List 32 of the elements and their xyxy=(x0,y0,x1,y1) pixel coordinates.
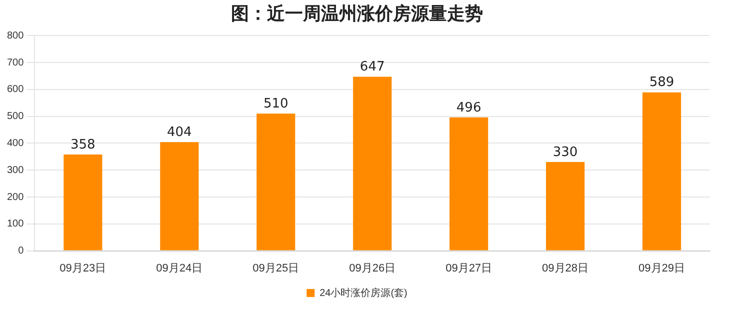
y-tick-label: 500 xyxy=(6,111,24,122)
bar xyxy=(64,154,102,250)
x-tick-label: 09月23日 xyxy=(60,262,106,274)
y-tick-label: 600 xyxy=(6,84,24,96)
y-tick-label: 100 xyxy=(6,218,24,230)
data-label: 404 xyxy=(166,125,192,140)
data-label: 510 xyxy=(263,96,288,112)
bar xyxy=(642,92,682,250)
x-tick-label: 09月29日 xyxy=(638,262,686,274)
data-label: 358 xyxy=(70,137,96,152)
bar xyxy=(450,117,488,250)
x-tick-label: 09月27日 xyxy=(446,262,492,274)
x-tick-label: 09月24日 xyxy=(156,262,203,274)
y-tick-label: 700 xyxy=(6,57,24,68)
x-tick-label: 09月26日 xyxy=(349,262,396,274)
data-label: 589 xyxy=(649,75,674,90)
bar xyxy=(353,76,392,250)
legend-label: 24小时涨价房源(套) xyxy=(320,286,408,299)
chart-title: 图：近一周温州涨价房源量走势 xyxy=(231,3,483,24)
y-tick-label: 400 xyxy=(6,138,24,149)
y-tick-label: 800 xyxy=(6,30,24,42)
y-tick-label: 200 xyxy=(6,192,24,203)
y-tick-label: 0 xyxy=(18,246,24,257)
x-tick-label: 09月28日 xyxy=(542,262,589,274)
x-tick-label: 09月25日 xyxy=(252,262,300,274)
bar xyxy=(160,142,199,250)
data-label: 330 xyxy=(552,144,578,160)
y-tick-label: 300 xyxy=(6,164,24,176)
data-label: 496 xyxy=(456,100,482,116)
data-label: 647 xyxy=(360,60,385,75)
bar xyxy=(546,162,585,250)
bar xyxy=(256,114,296,250)
